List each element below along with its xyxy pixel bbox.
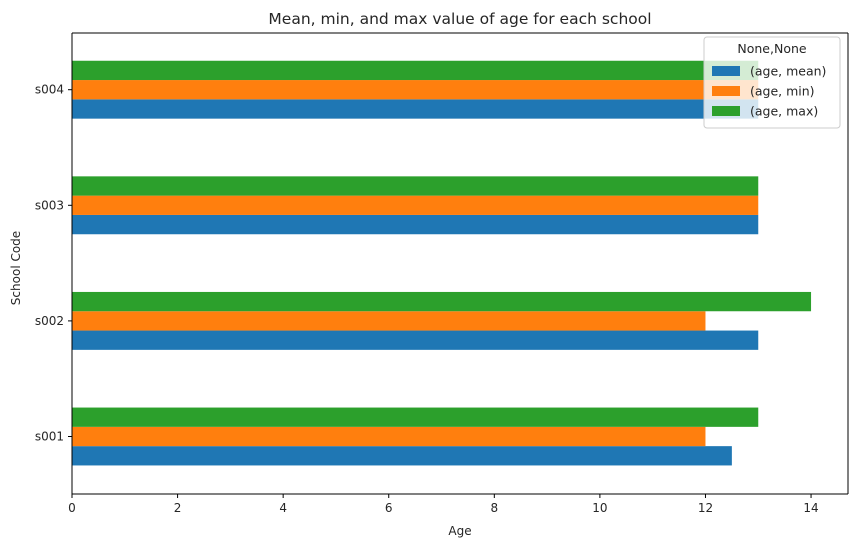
legend-title: None,None	[737, 41, 807, 56]
legend-items: (age, mean) (age, min) (age, max)	[712, 64, 826, 119]
bar-s002-series-0	[72, 330, 759, 350]
bar-s003-series-0	[72, 214, 759, 235]
bar-s001-series-2	[72, 407, 759, 427]
bars-layer	[72, 60, 812, 466]
x-tick-label: 10	[592, 501, 607, 515]
x-tick-label: 12	[698, 501, 713, 515]
legend-swatch-1	[712, 86, 740, 96]
bar-s002-series-2	[72, 291, 812, 312]
legend-swatch-2	[712, 106, 740, 116]
x-axis-title: Age	[448, 524, 471, 538]
x-tick-label: 4	[279, 501, 287, 515]
bar-s001-series-1	[72, 426, 706, 447]
legend-label-1: (age, min)	[750, 84, 815, 99]
chart-title: Mean, min, and max value of age for each…	[268, 10, 651, 28]
legend-label-2: (age, max)	[750, 104, 818, 119]
bar-s001-series-0	[72, 446, 732, 466]
y-tick-label-s003: s003	[35, 198, 64, 212]
axes-layer: 0 2 4 6 8 10 12 14 s001 s002 s003 s004	[35, 32, 849, 515]
x-tick-label: 2	[174, 501, 182, 515]
bar-s003-series-1	[72, 195, 759, 215]
legend-box	[703, 36, 841, 129]
bar-s003-series-2	[72, 176, 759, 196]
bar-s002-series-1	[72, 311, 706, 331]
legend-label-0: (age, mean)	[750, 64, 826, 79]
bar-s004-series-2	[72, 60, 759, 81]
x-tick-label: 6	[385, 501, 393, 515]
y-axis-title: School Code	[9, 231, 23, 305]
y-tick-label-s001: s001	[35, 430, 64, 444]
bar-s004-series-1	[72, 80, 759, 100]
x-tick-label: 14	[803, 501, 818, 515]
y-tick-label-s004: s004	[35, 83, 64, 97]
legend: None,None (age, mean) (age, min) (age, max…	[703, 36, 841, 129]
x-tick-label: 0	[68, 501, 76, 515]
bar-s004-series-0	[72, 99, 759, 119]
x-tick-label: 8	[490, 501, 498, 515]
legend-swatch-0	[712, 66, 740, 76]
y-tick-label-s002: s002	[35, 314, 64, 328]
